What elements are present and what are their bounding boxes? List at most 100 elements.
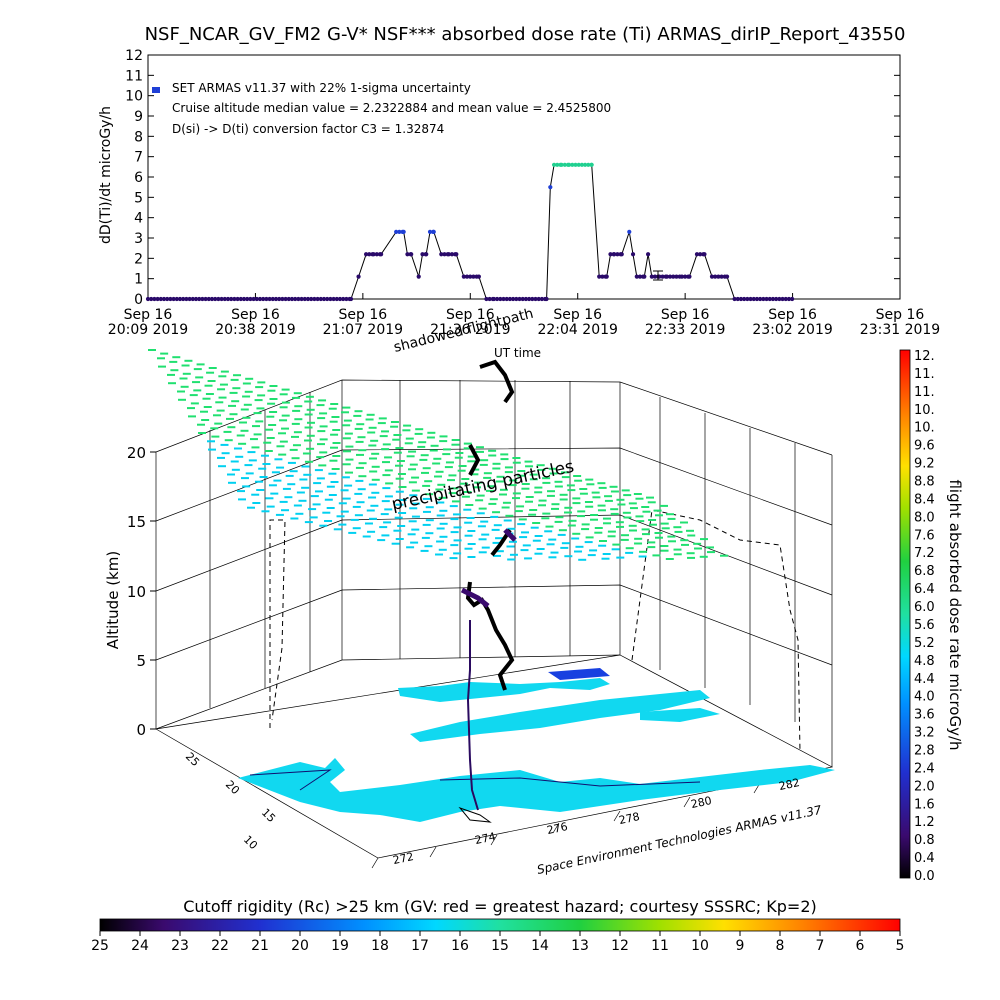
data-point xyxy=(238,296,243,302)
data-point xyxy=(660,274,665,279)
data-point xyxy=(337,296,343,302)
data-point xyxy=(630,252,636,257)
x-tick-date: Sep 16 xyxy=(661,307,710,323)
particle-field xyxy=(148,349,728,561)
data-point xyxy=(619,252,624,257)
alt-tick-label: 20 xyxy=(127,444,146,462)
altitude-axis-label: Altitude (km) xyxy=(104,551,122,649)
cutoff-colorbar xyxy=(99,918,901,932)
y-tick-label: 10 xyxy=(125,89,143,105)
data-point xyxy=(270,296,275,302)
data-point xyxy=(517,296,522,302)
data-point xyxy=(612,252,617,257)
dose-cb-tick-label: 8.8 xyxy=(914,475,935,490)
data-point xyxy=(328,296,333,302)
data-point xyxy=(583,162,588,167)
dose-cb-tick-label: 2.8 xyxy=(914,743,935,758)
data-point xyxy=(267,296,272,302)
data-point xyxy=(420,252,425,257)
data-point xyxy=(548,185,553,190)
dose-cb-tick-label: 3.6 xyxy=(914,708,935,723)
top-y-axis-label: dD(Ti)/dt microGy/h xyxy=(98,106,114,244)
legend-line-1: SET ARMAS v11.37 with 22% 1-sigma uncert… xyxy=(172,81,471,95)
data-point xyxy=(484,296,489,302)
data-point xyxy=(679,274,685,279)
data-point xyxy=(754,296,760,302)
data-point xyxy=(446,252,451,257)
data-point xyxy=(667,274,673,279)
cutoff-cb-tick-label: 8 xyxy=(776,938,785,954)
cutoff-cb-tick-label: 12 xyxy=(611,938,629,954)
dose-cb-tick-label: 10. xyxy=(914,403,935,418)
data-point xyxy=(514,296,519,302)
data-point xyxy=(530,296,535,302)
data-point xyxy=(576,162,581,167)
dose-colorbar-ticks: 12. 11. 11. 10. 10. 9.6 9.2 8.8 8.4 8.0 7.6 7.2 6.8 6… xyxy=(914,349,935,884)
data-point xyxy=(379,252,384,257)
data-point xyxy=(468,274,473,279)
dose-cb-tick-label: 1.2 xyxy=(914,815,935,830)
data-point xyxy=(302,296,307,302)
lat-tick-label: 20 xyxy=(223,778,242,797)
data-point xyxy=(152,296,157,302)
dose-cb-tick-label: 11. xyxy=(914,367,935,382)
data-point xyxy=(567,162,572,167)
data-point xyxy=(197,296,202,302)
data-point xyxy=(562,162,567,167)
data-point xyxy=(608,252,613,257)
dose-cb-tick-label: 10. xyxy=(914,421,935,436)
x-tick-date: Sep 16 xyxy=(124,307,173,323)
data-point xyxy=(348,296,354,302)
data-point xyxy=(536,296,541,302)
data-point xyxy=(579,162,585,167)
data-point xyxy=(764,296,769,302)
data-point xyxy=(716,274,721,279)
y-tick-label: 8 xyxy=(134,129,143,145)
data-point xyxy=(321,296,327,302)
dose-cb-tick-label: 11. xyxy=(914,385,935,400)
y-tick-label: 3 xyxy=(134,231,143,247)
dose-cb-tick-label: 2.4 xyxy=(914,761,935,776)
y-tick-label: 11 xyxy=(125,68,143,84)
x-tick-time: 21:07 2019 xyxy=(323,322,403,338)
data-point xyxy=(511,296,516,302)
x-tick-date: Sep 16 xyxy=(339,307,388,323)
legend-line-2: Cruise altitude median value = 2.2322884… xyxy=(172,101,611,115)
data-point xyxy=(476,274,481,279)
data-point xyxy=(439,252,444,257)
data-point xyxy=(604,274,609,279)
x-tick-date: Sep 16 xyxy=(231,307,280,323)
data-point xyxy=(507,296,513,302)
data-point xyxy=(442,252,447,257)
flight-track xyxy=(460,359,517,811)
data-point xyxy=(732,296,737,302)
data-point xyxy=(719,274,724,279)
data-point xyxy=(471,274,476,279)
data-point xyxy=(184,296,189,302)
data-point xyxy=(344,296,349,302)
data-point xyxy=(374,252,379,257)
data-point xyxy=(758,296,763,302)
legend-marker xyxy=(152,87,160,93)
data-point xyxy=(780,296,785,302)
data-point xyxy=(206,296,211,302)
data-point xyxy=(523,296,529,302)
cutoff-cb-tick-label: 22 xyxy=(211,938,229,954)
data-point xyxy=(149,296,154,302)
dose-cb-tick-label: 6.4 xyxy=(914,582,935,597)
data-point xyxy=(168,296,173,302)
ut-time-label: UT time xyxy=(494,346,541,360)
data-point xyxy=(487,296,492,302)
data-point xyxy=(694,252,700,257)
data-point xyxy=(687,274,692,279)
data-point xyxy=(251,296,256,302)
lat-tick-label: 10 xyxy=(241,833,260,852)
data-point xyxy=(367,252,372,257)
data-point xyxy=(286,296,291,302)
cutoff-cb-tick-label: 11 xyxy=(651,938,669,954)
x-tick-date: Sep 16 xyxy=(768,307,817,323)
data-point xyxy=(401,229,406,234)
data-point xyxy=(539,296,545,302)
